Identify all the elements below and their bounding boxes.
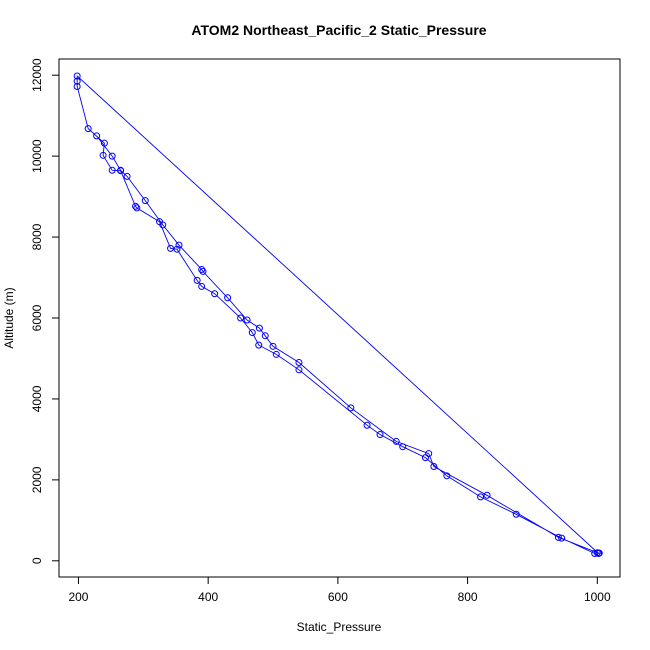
y-tick-label-4: 8000 <box>30 223 44 250</box>
data-point-0-29 <box>73 72 81 80</box>
data-point-0-27 <box>73 83 81 91</box>
data-point-0-44 <box>224 294 232 302</box>
y-tick-label-5: 10000 <box>30 139 44 173</box>
data-point-0-34 <box>483 491 491 499</box>
data-point-0-9 <box>295 366 303 374</box>
data-point-0-12 <box>248 329 256 337</box>
data-point-0-40 <box>269 342 277 350</box>
y-tick-label-6: 12000 <box>30 58 44 92</box>
data-point-0-8 <box>363 421 371 429</box>
data-point-0-20 <box>133 204 141 212</box>
data-point-0-2 <box>512 510 520 518</box>
y-tick-label-3: 6000 <box>30 304 44 331</box>
data-point-0-41 <box>261 332 269 340</box>
data-point-0-52 <box>108 152 116 160</box>
data-point-0-1 <box>558 534 566 542</box>
data-point-0-36 <box>425 450 433 458</box>
data-point-0-43 <box>243 316 251 324</box>
data-point-0-28 <box>73 77 81 85</box>
x-tick-label-3: 800 <box>458 590 478 604</box>
y-tick-label-1: 2000 <box>30 466 44 493</box>
data-point-0-42 <box>255 324 263 332</box>
data-point-0-45 <box>199 267 207 275</box>
data-point-0-47 <box>175 241 183 249</box>
data-point-0-16 <box>193 276 201 284</box>
x-axis-label: Static_Pressure <box>297 620 382 634</box>
data-point-0-51 <box>117 166 125 174</box>
data-point-0-32 <box>593 549 601 557</box>
data-point-0-46 <box>198 265 206 273</box>
x-tick-label-2: 600 <box>328 590 348 604</box>
x-tick-label-0: 200 <box>68 590 88 604</box>
data-point-0-11 <box>255 341 263 349</box>
data-point-0-26 <box>84 125 92 133</box>
data-point-0-18 <box>167 244 175 252</box>
y-axis-label: Altitude (m) <box>2 287 16 348</box>
data-point-0-49 <box>141 197 149 205</box>
y-tick-label-0: 0 <box>30 557 44 564</box>
data-point-0-37 <box>392 437 400 445</box>
data-point-0-17 <box>173 245 181 253</box>
plot-area <box>73 72 603 558</box>
data-point-0-35 <box>430 463 438 471</box>
y-axis: 0 2000 4000 6000 8000 10000 12000 <box>30 58 60 564</box>
data-point-0-38 <box>347 404 355 412</box>
data-point-0-4 <box>443 472 451 480</box>
data-point-0-25 <box>100 139 108 147</box>
data-point-0-13 <box>237 314 245 322</box>
data-point-0-15 <box>198 282 206 290</box>
data-point-0-21 <box>132 202 140 210</box>
data-point-0-3 <box>477 493 485 501</box>
data-point-0-39 <box>295 359 303 367</box>
x-tick-label-1: 400 <box>198 590 218 604</box>
series-line-0 <box>76 74 601 555</box>
data-point-0-53 <box>93 132 101 140</box>
data-point-0-7 <box>376 431 384 439</box>
data-point-0-23 <box>108 166 116 174</box>
chart-title: ATOM2 Northeast_Pacific_2 Static_Pressur… <box>191 22 486 38</box>
x-axis: 200 400 600 800 1000 <box>68 576 611 604</box>
data-point-0-6 <box>399 443 407 451</box>
data-point-0-24 <box>99 151 107 159</box>
data-point-0-50 <box>123 172 131 180</box>
data-point-0-14 <box>211 290 219 298</box>
data-point-0-48 <box>159 221 167 229</box>
x-tick-label-4: 1000 <box>584 590 611 604</box>
y-tick-label-2: 4000 <box>30 385 44 412</box>
data-point-0-10 <box>272 350 280 358</box>
data-point-0-33 <box>554 533 562 541</box>
